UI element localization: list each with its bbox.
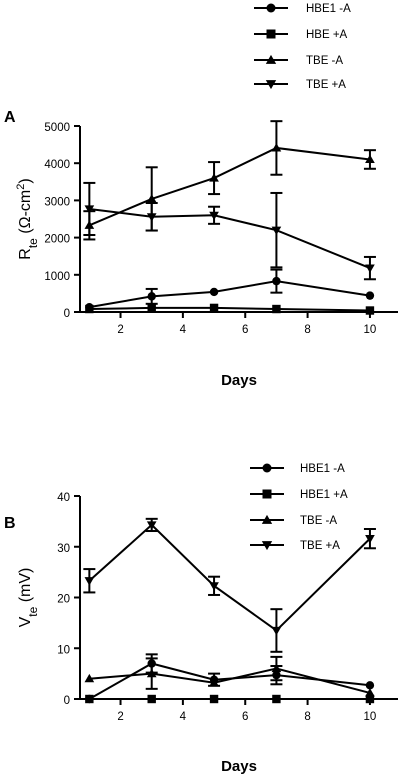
y-tick-label: 20: [57, 594, 70, 606]
data-point: [271, 143, 282, 152]
data-point: [147, 292, 156, 301]
legend-label: TBE +A: [300, 540, 340, 552]
data-point: [365, 264, 375, 273]
x-tick-label: 8: [304, 324, 310, 336]
data-point: [365, 688, 375, 697]
data-point: [146, 668, 157, 678]
x-tick-label: 2: [117, 324, 123, 336]
legend-marker: [266, 3, 276, 13]
data-point: [209, 694, 219, 704]
data-point: [84, 205, 95, 214]
legend: HBE1 -A HBE +A TBE -A TBE +A: [254, 3, 351, 91]
legend-label: TBE -A: [306, 55, 343, 67]
data-point: [271, 226, 282, 235]
data-point: [365, 306, 375, 315]
data-point: [85, 304, 94, 314]
data-point: [85, 694, 94, 704]
legend: HBE1 -A HBE1 +A TBE -A TBE +A: [250, 463, 348, 552]
legend-label: HBE1 -A: [306, 3, 351, 15]
data-point: [271, 663, 282, 673]
x-tick-label: 6: [242, 711, 248, 723]
data-point: [209, 303, 219, 313]
y-tick-label: 1000: [44, 271, 70, 283]
legend-marker: [266, 29, 276, 39]
data-point: [272, 694, 281, 704]
legend-label: HBE1 -A: [300, 463, 345, 475]
legend-label: TBE -A: [300, 515, 337, 527]
y-tick-label: 0: [64, 308, 70, 320]
data-point: [271, 626, 282, 636]
x-tick-label: 4: [180, 324, 187, 336]
legend-label: TBE +A: [306, 79, 346, 91]
y-tick-label: 30: [57, 543, 70, 555]
series-hbe-a: [85, 303, 375, 315]
x-tick-label: 2: [117, 711, 123, 723]
legend-marker: [262, 463, 272, 473]
data-point: [365, 681, 375, 690]
x-tick-label: 10: [364, 711, 377, 723]
data-point: [147, 694, 156, 704]
legend-label: HBE +A: [306, 29, 348, 41]
panel-label: A: [4, 109, 16, 126]
series-line: [89, 207, 371, 270]
data-point: [209, 287, 219, 297]
data-point: [365, 154, 375, 164]
legend-marker: [261, 541, 273, 551]
series-line: [89, 280, 371, 309]
series-tbe-a: [83, 120, 376, 241]
data-point: [146, 213, 157, 222]
x-tick-label: 8: [304, 711, 310, 723]
y-tick-label: 10: [57, 644, 70, 656]
y-axis-label: Rte (Ω-cm2): [15, 178, 40, 259]
data-point: [209, 173, 219, 182]
x-tick-label: 10: [364, 324, 377, 336]
data-point: [147, 303, 156, 313]
data-point: [84, 577, 95, 586]
legend-marker: [265, 54, 277, 64]
series-tbe-a: [84, 655, 375, 697]
data-point: [365, 694, 375, 704]
data-point: [84, 673, 95, 683]
x-axis-label: Days: [221, 758, 257, 775]
data-point: [365, 535, 375, 544]
data-point: [146, 521, 157, 530]
x-tick-label: 4: [180, 711, 187, 723]
y-tick-label: 40: [57, 492, 70, 504]
series-hbe1-a: [85, 268, 375, 312]
data-point: [209, 211, 219, 221]
series-line: [89, 306, 370, 312]
data-point: [209, 582, 219, 591]
data-point: [272, 276, 281, 286]
data-point: [272, 304, 281, 314]
x-tick-label: 6: [242, 324, 248, 336]
legend-marker: [265, 80, 277, 90]
y-tick-label: 5000: [44, 122, 70, 134]
y-tick-label: 2000: [44, 234, 70, 246]
series-tbe-a: [83, 181, 376, 281]
y-tick-label: 3000: [44, 196, 70, 208]
legend-label: HBE1 +A: [300, 489, 348, 501]
y-tick-label: 4000: [44, 159, 70, 171]
series-hbe1-a: [85, 694, 375, 704]
data-point: [209, 677, 219, 687]
y-tick-label: 0: [64, 695, 70, 707]
panel-label: B: [4, 515, 16, 532]
legend-marker: [262, 489, 272, 499]
chart-panel-b: HBE1 -A HBE1 +A TBE -A TBE +A B 0 10 20 30 40 2 4 6 8…: [4, 463, 398, 775]
legend-marker: [261, 514, 273, 524]
x-axis-label: Days: [221, 372, 257, 389]
y-axis-label: Vte (mV): [17, 568, 40, 628]
data-point: [146, 194, 157, 203]
chart-panel-a: HBE1 -A HBE +A TBE -A TBE +A A 0 1000 2000 3000 4…: [4, 3, 398, 389]
data-point: [365, 291, 375, 300]
series-tbe-a: [83, 517, 376, 653]
